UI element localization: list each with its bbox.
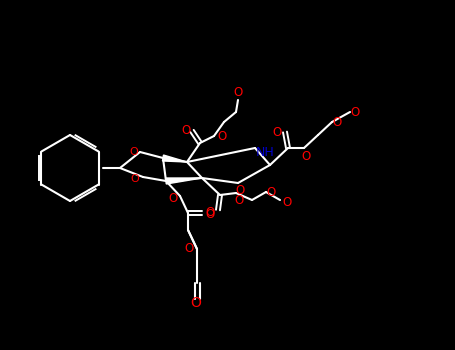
Text: O: O	[283, 196, 292, 210]
Text: O: O	[184, 243, 194, 256]
Text: O: O	[350, 105, 359, 119]
Text: O: O	[130, 147, 138, 157]
Text: O: O	[273, 126, 282, 139]
Text: O: O	[191, 296, 202, 310]
Polygon shape	[166, 178, 202, 184]
Polygon shape	[162, 155, 187, 162]
Text: O: O	[205, 205, 215, 218]
Text: O: O	[234, 195, 243, 208]
Text: O: O	[266, 186, 276, 198]
Text: NH: NH	[256, 146, 274, 159]
Text: O: O	[233, 86, 243, 99]
Text: O: O	[301, 150, 311, 163]
Text: O: O	[332, 116, 342, 128]
Text: O: O	[205, 209, 215, 222]
Text: O: O	[168, 193, 177, 205]
Text: O: O	[235, 183, 245, 196]
Text: O: O	[131, 174, 139, 184]
Text: O: O	[217, 130, 227, 142]
Text: O: O	[182, 125, 191, 138]
